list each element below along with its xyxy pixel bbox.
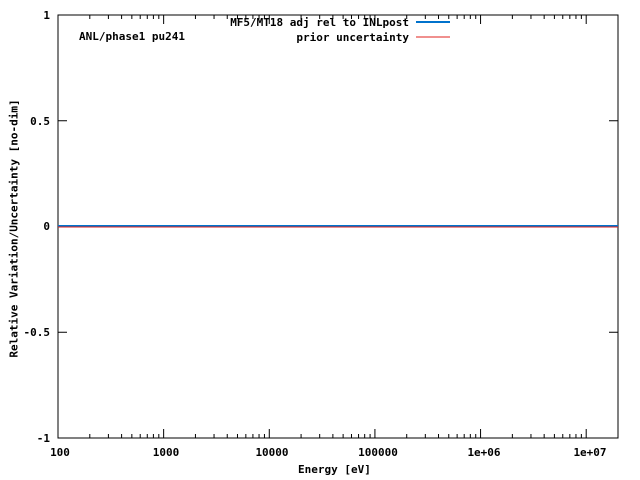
x-tick-label: 1000: [152, 446, 180, 459]
y-tick-label: -0.5: [23, 326, 51, 339]
legend-samples: [416, 21, 450, 38]
y-tick-label: 0.5: [30, 115, 50, 128]
x-tick-label: 1e+07: [573, 446, 607, 459]
x-tick-label: 100000: [358, 446, 398, 459]
y-tick-label: -1: [36, 432, 50, 445]
legend-label-adj: MF5/MT18 adj rel to INLpost: [230, 16, 409, 29]
x-tick-label: 10000: [255, 446, 289, 459]
y-tick-label: 0: [43, 220, 50, 233]
y-axis-label: Relative Variation/Uncertainty [no-dim]: [7, 99, 21, 358]
x-tick-label: 1e+06: [467, 446, 501, 459]
x-axis-label: Energy [eV]: [298, 463, 371, 476]
plot-annotation: ANL/phase1 pu241: [79, 30, 185, 43]
y-tick-label: 1: [43, 9, 50, 22]
x-tick-label: 100: [50, 446, 70, 459]
axis-ticks: [57, 14, 619, 439]
legend-label-prior: prior uncertainty: [296, 31, 409, 44]
data-series: [58, 225, 618, 228]
